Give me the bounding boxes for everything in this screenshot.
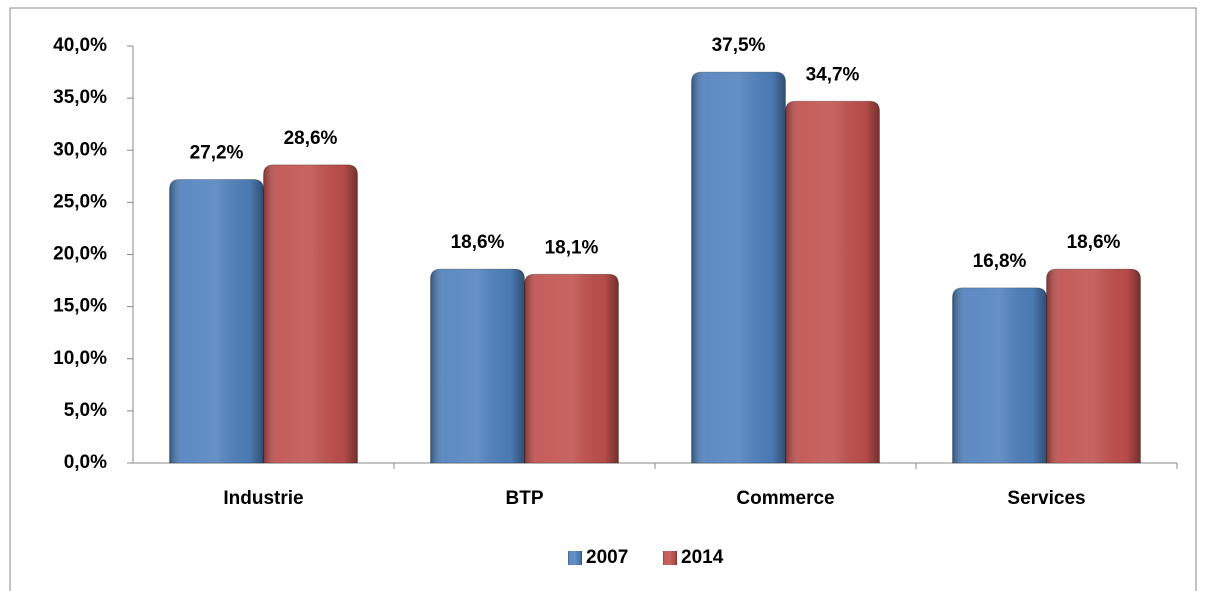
x-tick-label: Commerce	[736, 488, 834, 509]
bar-shade	[1046, 269, 1141, 463]
bar-shade	[952, 287, 1047, 463]
data-label: 34,7%	[806, 64, 860, 85]
y-tick-label: 15,0%	[53, 296, 107, 317]
bar-shade	[263, 164, 358, 463]
legend-marker-shade	[663, 551, 677, 565]
data-label: 18,6%	[451, 232, 505, 253]
x-tick-label: Industrie	[223, 488, 303, 509]
bar-shade	[524, 274, 619, 463]
y-tick-label: 20,0%	[53, 244, 107, 265]
y-tick-label: 10,0%	[53, 348, 107, 369]
legend-label: 2007	[586, 547, 628, 568]
data-label: 37,5%	[712, 35, 766, 56]
x-tick-label: Services	[1007, 488, 1085, 509]
data-label: 18,1%	[545, 237, 599, 258]
y-tick-label: 25,0%	[53, 191, 107, 212]
legend-label: 2014	[681, 547, 724, 568]
bar-shade	[691, 72, 786, 463]
y-tick-label: 35,0%	[53, 87, 107, 108]
bar-shade	[430, 269, 525, 463]
bar-shade	[785, 101, 880, 463]
legend-marker-shade	[568, 551, 582, 565]
data-label: 27,2%	[190, 142, 244, 163]
data-label: 16,8%	[973, 251, 1027, 272]
chart-frame	[9, 7, 1197, 591]
x-tick-label: BTP	[506, 488, 544, 509]
bar-shade	[169, 179, 264, 463]
y-tick-label: 5,0%	[64, 400, 107, 421]
y-tick-label: 0,0%	[64, 452, 107, 473]
data-label: 28,6%	[284, 128, 338, 149]
y-tick-label: 30,0%	[53, 139, 107, 160]
y-tick-label: 40,0%	[53, 35, 107, 56]
data-label: 18,6%	[1067, 232, 1121, 253]
